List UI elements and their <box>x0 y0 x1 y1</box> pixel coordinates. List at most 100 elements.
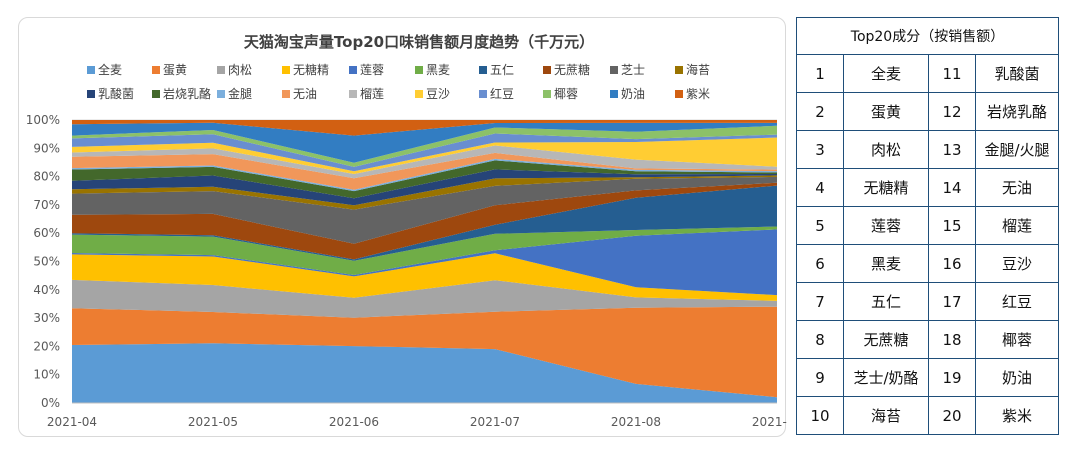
y-axis: 0% 10% 20% 30% 40% 50% 60% 70% 80% 90% 100% <box>26 113 60 410</box>
x-tick-label: 2021-05 <box>188 415 238 429</box>
chart-title: 天猫淘宝声量Top20口味销售额月度趋势（千万元） <box>244 33 594 51</box>
legend-swatch <box>152 90 160 98</box>
flavor-name: 金腿/火腿 <box>975 130 1059 169</box>
flavor-name: 乳酸菌 <box>975 54 1059 93</box>
legend-swatch <box>217 90 225 98</box>
y-tick-label: 20% <box>33 339 60 353</box>
flavor-name: 莲蓉 <box>843 206 929 245</box>
area-series-14 <box>72 152 777 190</box>
table-row: 2 蛋黄 12 岩烧乳酪 <box>796 92 1059 131</box>
area-series-11 <box>72 169 777 206</box>
legend-label: 金腿 <box>228 86 252 101</box>
rank-number: 13 <box>928 130 976 169</box>
table-row: 5 莲蓉 15 榴莲 <box>796 206 1059 245</box>
legend-item: 奶油 <box>610 87 645 101</box>
legend-swatch <box>349 66 357 74</box>
rank-number: 5 <box>796 206 844 245</box>
x-tick-label: 2021-04 <box>47 415 97 429</box>
rank-number: 12 <box>928 92 976 131</box>
legend-item: 榴莲 <box>349 87 384 101</box>
rank-number: 17 <box>928 282 976 321</box>
flavor-name: 榴莲 <box>975 206 1059 245</box>
y-tick-label: 60% <box>33 226 60 240</box>
chart-panel: 天猫淘宝声量Top20口味销售额月度趋势（千万元） 全麦 蛋黄 肉松 无糖精 莲蓉 黑麦 五… <box>18 17 787 437</box>
area-series-15 <box>72 145 777 179</box>
legend-label: 海苔 <box>686 62 710 77</box>
legend-swatch <box>87 66 95 74</box>
legend-label: 椰蓉 <box>554 86 578 101</box>
y-tick-label: 0% <box>41 396 60 410</box>
flavor-name: 无油 <box>975 168 1059 207</box>
legend-item: 海苔 <box>675 62 710 77</box>
legend-label: 黑麦 <box>426 63 450 77</box>
legend-swatch <box>675 90 683 98</box>
rank-number: 18 <box>928 320 976 359</box>
flavor-name: 蛋黄 <box>843 92 929 131</box>
table-row: 4 无糖精 14 无油 <box>796 168 1059 207</box>
stacked-area-chart: 天猫淘宝声量Top20口味销售额月度趋势（千万元） 全麦 蛋黄 肉松 无糖精 莲蓉 黑麦 五… <box>26 33 787 429</box>
rank-number: 2 <box>796 92 844 131</box>
flavor-name: 五仁 <box>843 282 929 321</box>
x-tick-label: 2021-07 <box>470 415 520 429</box>
y-tick-label: 70% <box>33 198 60 212</box>
legend-swatch <box>479 90 487 98</box>
rank-number: 11 <box>928 54 976 93</box>
legend-item: 无糖精 <box>282 62 329 77</box>
area-series-16 <box>72 137 777 174</box>
legend-item: 芝士 <box>610 62 645 77</box>
flavor-name: 黑麦 <box>843 244 929 283</box>
legend-label: 红豆 <box>490 86 514 101</box>
y-tick-label: 30% <box>33 311 60 325</box>
flavor-name: 岩烧乳酪 <box>975 92 1059 131</box>
legend-label: 乳酸菌 <box>98 86 134 101</box>
legend-swatch <box>675 66 683 74</box>
legend-label: 榴莲 <box>360 87 384 101</box>
legend-label: 无蔗糖 <box>554 62 590 77</box>
legend-item: 无油 <box>282 87 317 101</box>
area-series-18 <box>72 125 777 167</box>
legend-item: 乳酸菌 <box>87 86 134 101</box>
legend-swatch <box>479 66 487 74</box>
x-tick-label: 2021-08 <box>611 415 661 429</box>
area-series-17 <box>72 133 777 172</box>
legend-item: 紫米 <box>675 87 710 101</box>
area-series-2 <box>72 306 777 398</box>
legend-swatch <box>282 90 290 98</box>
legend-swatch <box>543 66 551 74</box>
legend-item: 金腿 <box>217 86 252 101</box>
table-row: 8 无蔗糖 18 椰蓉 <box>796 320 1059 359</box>
ranking-table-header: Top20成分（按销售额） <box>796 17 1059 55</box>
legend-item: 黑麦 <box>415 63 450 77</box>
area-series-12 <box>72 160 777 199</box>
flavor-name: 无糖精 <box>843 168 929 207</box>
rank-number: 15 <box>928 206 976 245</box>
legend-label: 五仁 <box>490 63 514 77</box>
y-tick-label: 10% <box>33 368 60 382</box>
legend-label: 芝士 <box>621 62 645 77</box>
flavor-name: 全麦 <box>843 54 929 93</box>
flavor-name: 豆沙 <box>975 244 1059 283</box>
area-series-1 <box>72 343 777 403</box>
legend-label: 岩烧乳酪 <box>163 86 211 101</box>
table-row: 9 芝士/奶酪 19 奶油 <box>796 358 1059 397</box>
x-tick-label: 2021-06 <box>329 415 379 429</box>
table-row: 3 肉松 13 金腿/火腿 <box>796 130 1059 169</box>
legend-swatch <box>282 66 290 74</box>
rank-number: 4 <box>796 168 844 207</box>
legend-label: 紫米 <box>686 87 710 101</box>
legend-item: 岩烧乳酪 <box>152 86 211 101</box>
area-series-8 <box>72 182 777 260</box>
table-row: 10 海苔 20 紫米 <box>796 396 1059 435</box>
table-row: 1 全麦 11 乳酸菌 <box>796 54 1059 93</box>
area-series-20 <box>72 120 777 136</box>
legend-swatch <box>610 66 618 74</box>
legend-label: 肉松 <box>228 63 252 77</box>
legend-swatch <box>87 90 95 98</box>
rank-number: 19 <box>928 358 976 397</box>
area-series-9 <box>72 176 777 244</box>
rank-number: 20 <box>928 396 976 435</box>
flavor-name: 奶油 <box>975 358 1059 397</box>
rank-number: 6 <box>796 244 844 283</box>
y-tick-label: 80% <box>33 170 60 184</box>
